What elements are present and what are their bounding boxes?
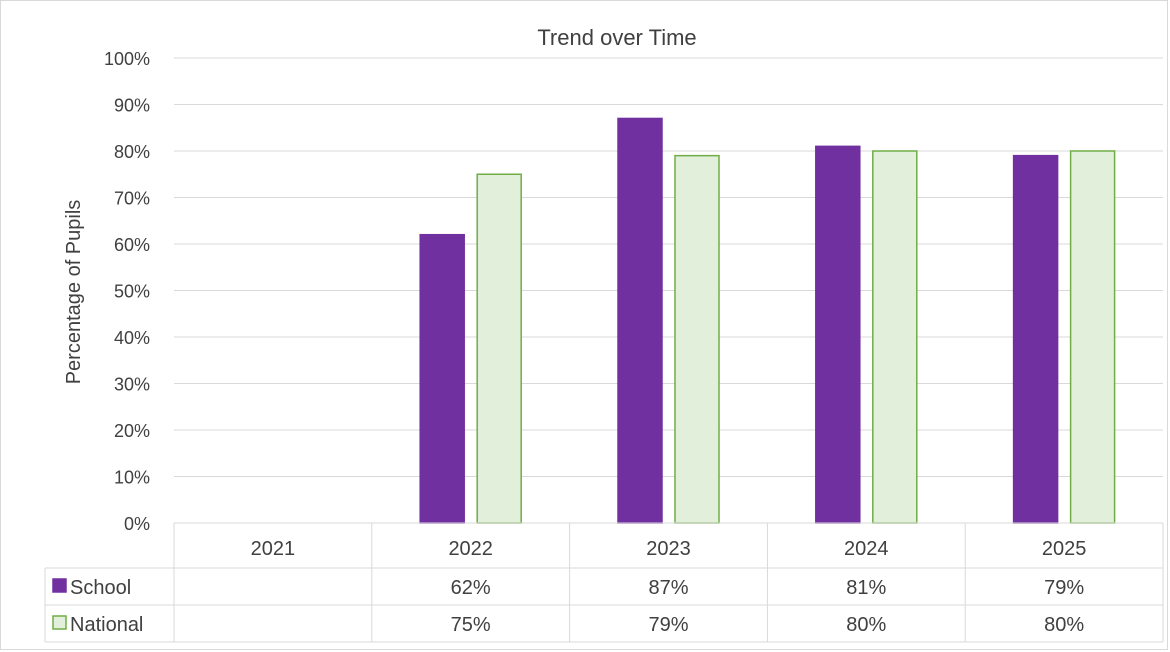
bar-school-2023 (617, 117, 663, 524)
bar-national-2025 (1069, 150, 1116, 524)
bar-school-2025 (1012, 154, 1059, 524)
legend-label-school: School (70, 577, 131, 599)
x-tick-label: 2025 (1042, 538, 1087, 560)
y-axis-ticks: 0% 10% 20% 30% 40% 50% 60% 70% 80% 90% 100% (104, 49, 150, 534)
y-tick-label: 40% (114, 328, 150, 348)
data-label-national-2024: 80% (846, 614, 886, 636)
legend-key-national (52, 615, 67, 630)
y-tick-label: 90% (114, 96, 150, 116)
bar-national-2023 (674, 154, 720, 524)
bar-national-2024 (872, 150, 918, 524)
legend-key-school (52, 578, 67, 593)
bars (419, 117, 1116, 524)
y-tick-label: 100% (104, 49, 150, 69)
bar-school-2022 (419, 233, 465, 524)
data-label-school-2022: 62% (451, 577, 491, 599)
y-tick-label: 0% (124, 514, 150, 534)
y-tick-label: 50% (114, 282, 150, 302)
data-label-school-2024: 81% (846, 577, 886, 599)
data-table: 2021 2022 2023 2024 2025 School 62% 87% 81% 79% Na… (44, 522, 1164, 643)
y-tick-label: 20% (114, 421, 150, 441)
gridlines (174, 57, 1163, 477)
y-tick-label: 80% (114, 142, 150, 162)
legend-label-national: National (70, 614, 143, 636)
bar-national-2022 (476, 173, 522, 524)
data-label-school-2023: 87% (648, 577, 688, 599)
chart-title: Trend over Time (537, 25, 696, 50)
x-tick-label: 2022 (448, 538, 493, 560)
data-label-school-2025: 79% (1044, 577, 1084, 599)
x-tick-label: 2023 (646, 538, 691, 560)
data-label-national-2025: 80% (1044, 614, 1084, 636)
y-tick-label: 60% (114, 235, 150, 255)
y-tick-label: 70% (114, 189, 150, 209)
y-tick-label: 10% (114, 468, 150, 488)
bar-school-2024 (815, 145, 861, 524)
y-axis-label: Percentage of Pupils (63, 200, 85, 385)
x-tick-label: 2021 (251, 538, 296, 560)
x-tick-label: 2024 (844, 538, 889, 560)
data-label-national-2022: 75% (451, 614, 491, 636)
y-tick-label: 30% (114, 375, 150, 395)
data-label-national-2023: 79% (648, 614, 688, 636)
